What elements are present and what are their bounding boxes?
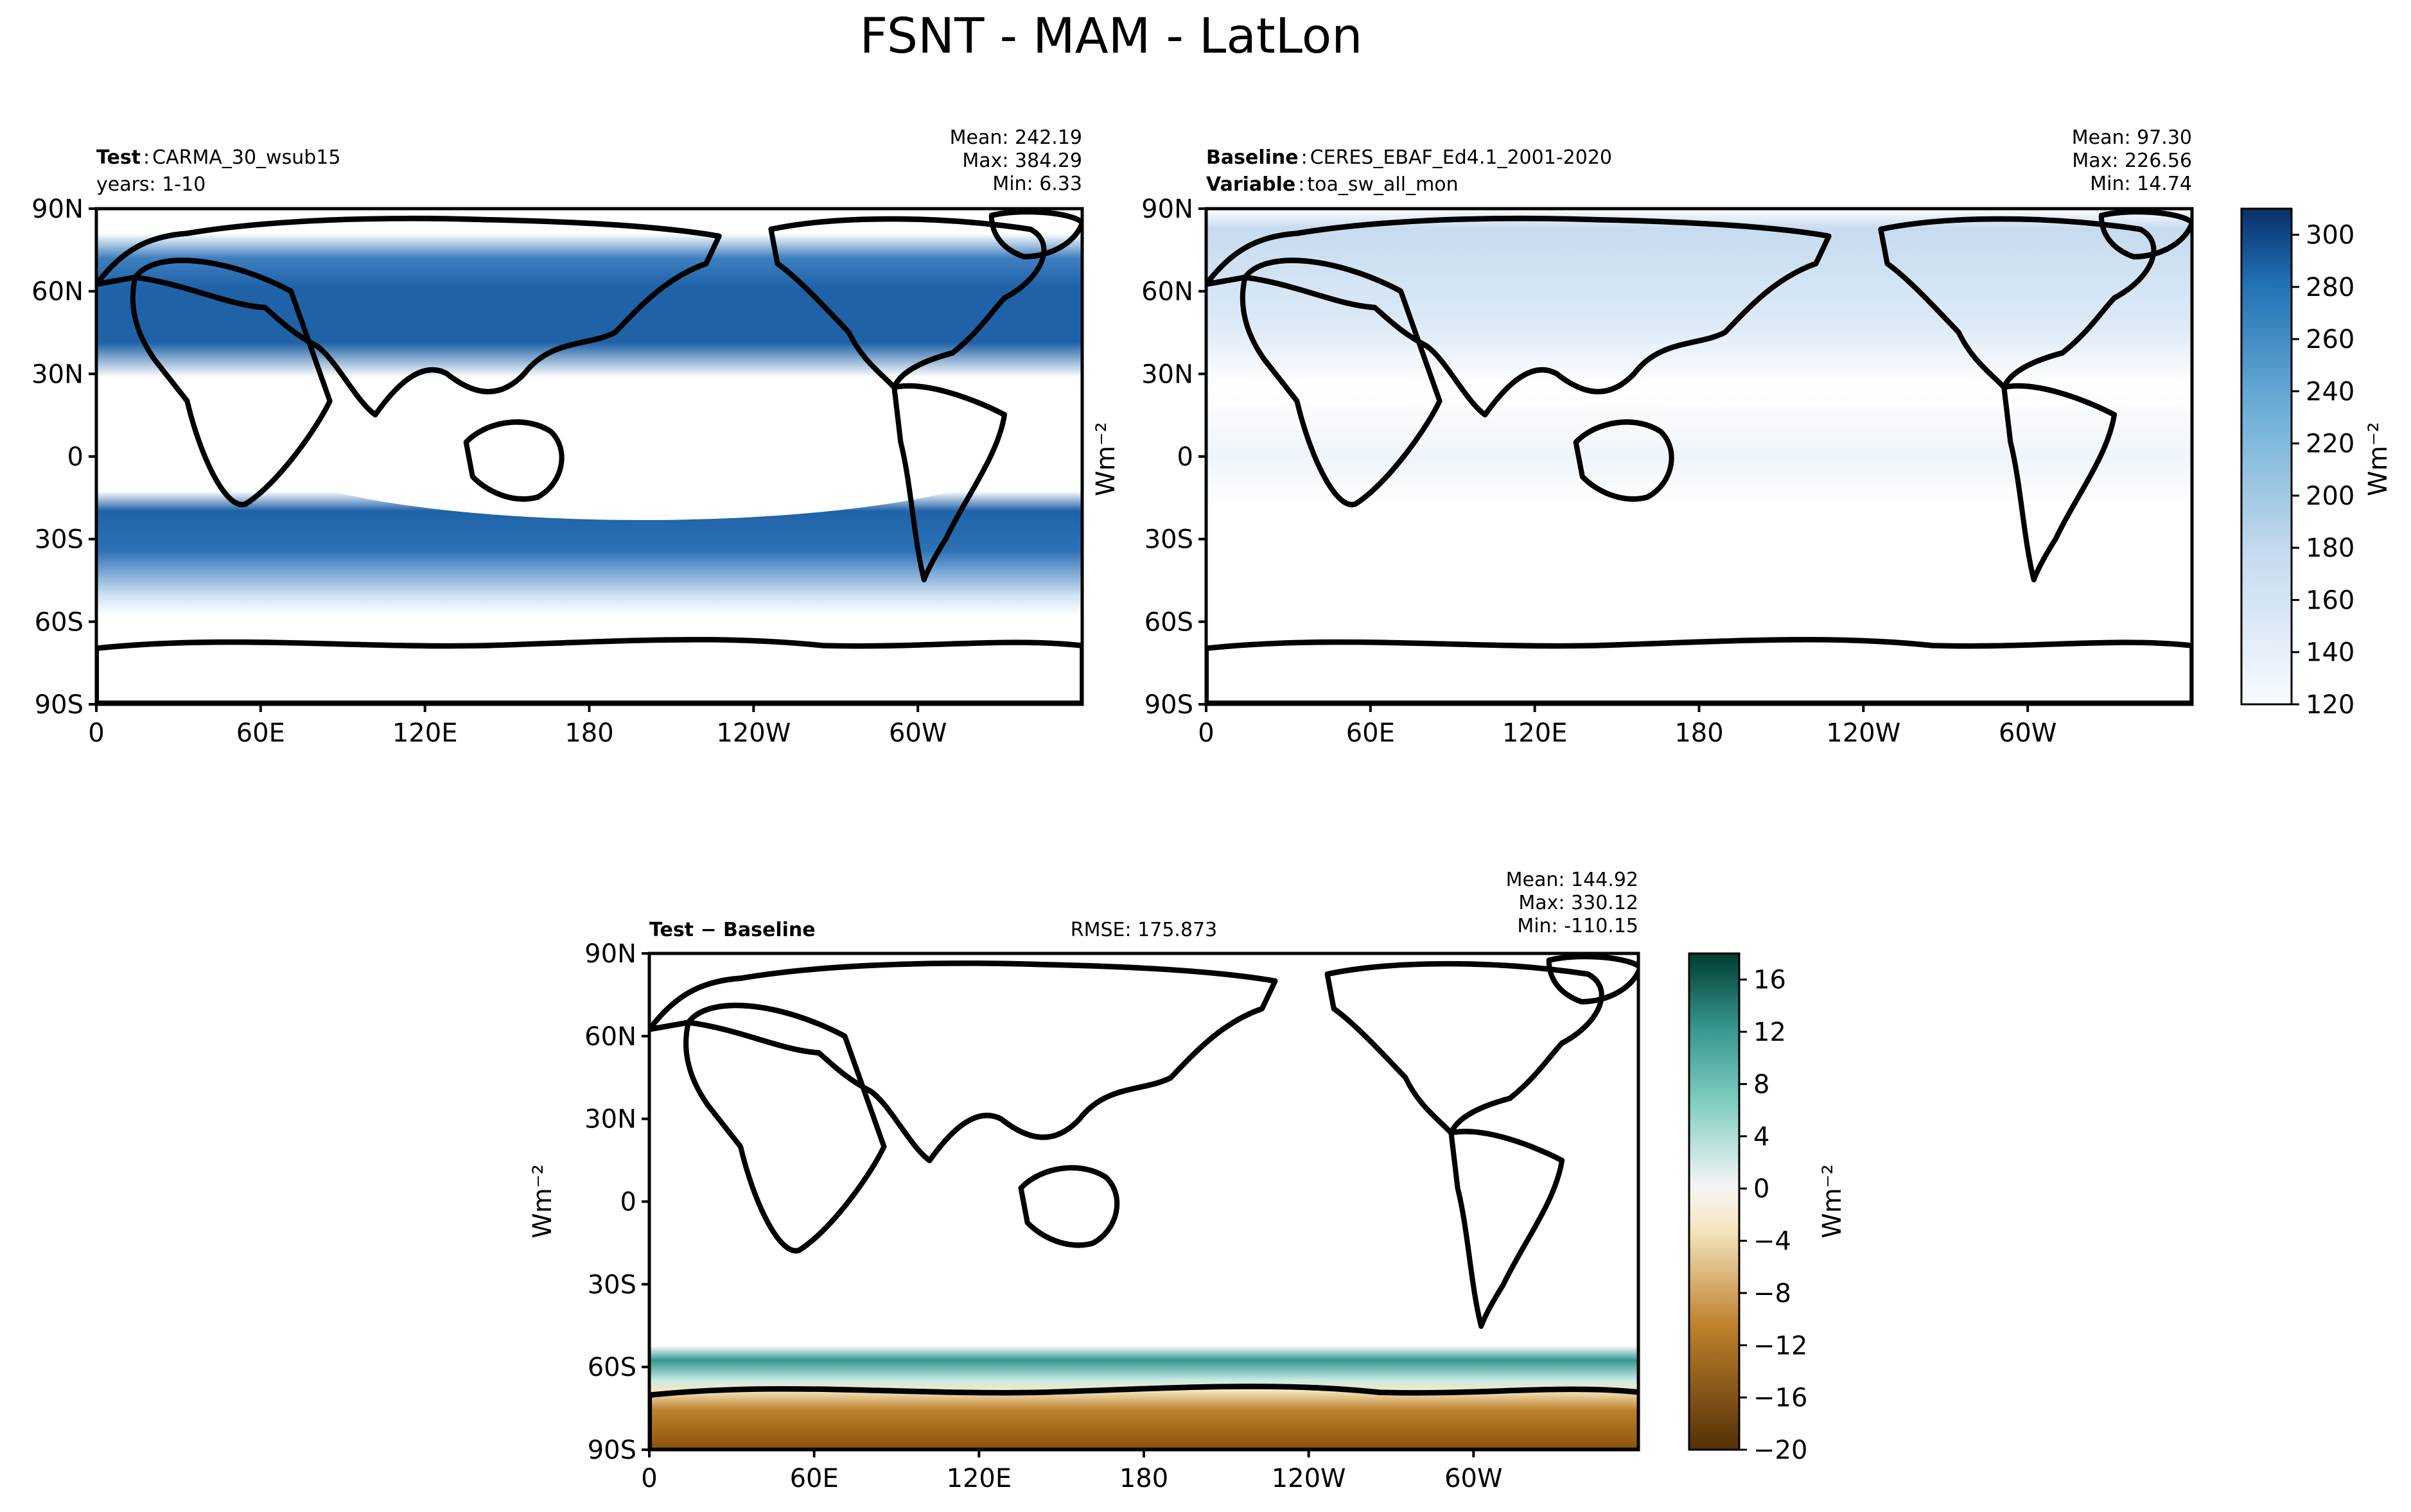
diff-lon-tick-label: 120W (1272, 1464, 1346, 1493)
test-max: Max: 384.29 (962, 150, 1082, 172)
diff-lat-tick-label: 60S (588, 1353, 636, 1382)
baseline-lon-tick-label: 60W (1999, 718, 2056, 748)
colorbar-top-ticks: 300 280 260 240 220 200 180 160 140 120 (2292, 221, 2354, 720)
test-min: Min: 6.33 (992, 173, 1082, 195)
baseline-lat-tick-label: 60N (1141, 277, 1193, 307)
cb-top-tick-label: 300 (2306, 221, 2354, 250)
cb-top-tick-label: 200 (2306, 482, 2354, 511)
cb-bottom-tick-label: 4 (1753, 1122, 1769, 1152)
baseline-lat-tick-label: 30N (1141, 360, 1193, 389)
baseline-map (1206, 209, 2192, 704)
cb-top-tick-label: 220 (2306, 430, 2354, 459)
test-lat-tick-label: 30S (35, 525, 83, 555)
baseline-lat-tick-label: 60S (1144, 607, 1193, 637)
colorbar-top-unit: Wm⁻² (2363, 422, 2393, 496)
cb-bottom-tick-label: −20 (1753, 1436, 1807, 1465)
test-lat-tick-label: 60N (31, 277, 83, 307)
test-lon-tick-label: 60E (236, 718, 285, 748)
baseline-lat-tick-label: 0 (1177, 442, 1193, 472)
test-lon-tick-label: 120W (716, 718, 791, 748)
colorbar-bottom-bar (1688, 952, 1740, 1451)
diff-panel: Test − Baseline RMSE: 175.873 Mean: 144.… (647, 869, 1640, 1452)
diff-label: Test − Baseline (649, 919, 816, 941)
diff-lon-tick-label: 60W (1444, 1464, 1502, 1493)
baseline-mean: Mean: 97.30 (2072, 126, 2192, 149)
test-panel: Test: CARMA_30_wsub15 years: 1-10 Mean: 2… (94, 126, 1084, 706)
baseline-lat-tick-label: 90S (1144, 690, 1193, 720)
baseline-max: Max: 226.56 (2072, 150, 2192, 172)
cb-top-tick-label: 160 (2306, 586, 2354, 615)
cb-bottom-tick-label: −4 (1753, 1227, 1791, 1256)
baseline-panel: Baseline: CERES_EBAF_Ed4.1_2001-2020 Vari… (1204, 126, 2194, 706)
cb-top-tick-label: 260 (2306, 325, 2354, 354)
cb-bottom-tick-label: 12 (1753, 1018, 1786, 1047)
test-lat-tick-label: 90N (31, 195, 83, 224)
baseline-lat-tick-label: 90N (1141, 195, 1193, 224)
baseline-lon-tick-label: 180 (1674, 718, 1723, 748)
cb-top-tick-label: 180 (2306, 534, 2354, 563)
diff-lon-tick-label: 0 (641, 1464, 657, 1493)
diff-mean: Mean: 144.92 (1506, 869, 1638, 891)
diff-lat-tick-label: 90N (584, 939, 636, 969)
test-lon-tick-label: 120E (392, 718, 458, 748)
baseline-label: Baseline: CERES_EBAF_Ed4.1_2001-2020 (1206, 146, 1612, 169)
test-lat-tick-label: 0 (67, 442, 83, 472)
colorbar-bottom: 16 12 8 4 0 −4 −8 −12 −16 −20 Wm⁻² (1688, 952, 1847, 1465)
test-lat-tick-label: 90S (35, 690, 83, 720)
diff-lat-tick-label: 60N (584, 1022, 636, 1052)
test-years: years: 1-10 (96, 173, 206, 196)
diff-min: Min: -110.15 (1517, 915, 1638, 937)
cb-top-tick-label: 240 (2306, 377, 2354, 406)
colorbar-top-bar (2240, 207, 2293, 706)
cb-bottom-tick-label: 16 (1753, 966, 1786, 995)
diff-lon-tick-label: 180 (1119, 1464, 1168, 1493)
test-lat-tick-label: 60S (35, 607, 83, 637)
baseline-lat-tick-label: 30S (1144, 525, 1193, 555)
diff-lat-tick-label: 30S (588, 1270, 636, 1299)
test-label: Test: CARMA_30_wsub15 (96, 146, 340, 169)
cb-top-tick-label: 120 (2306, 690, 2354, 720)
cb-bottom-tick-label: −12 (1753, 1331, 1807, 1360)
test-mean: Mean: 242.19 (950, 126, 1082, 149)
baseline-lon-tick-label: 120W (1826, 718, 1900, 748)
diff-lat-tick-label: 90S (588, 1436, 636, 1465)
diff-lat-tick-label: 30N (584, 1105, 636, 1134)
cb-bottom-tick-label: 8 (1753, 1070, 1769, 1099)
colorbar-bottom-ticks: 16 12 8 4 0 −4 −8 −12 −16 −20 (1739, 966, 1807, 1465)
ylabel-diff: Wm⁻² (528, 1164, 557, 1238)
cb-top-tick-label: 280 (2306, 273, 2354, 302)
diff-lat-tick-label: 0 (620, 1188, 636, 1217)
colorbar-bottom-unit: Wm⁻² (1818, 1164, 1847, 1238)
test-lat-tick-label: 30N (31, 360, 83, 389)
figure-title: FSNT - MAM - LatLon (860, 7, 1363, 64)
diff-lon-tick-label: 60E (790, 1464, 839, 1493)
baseline-variable: Variable: toa_sw_all_mon (1206, 173, 1459, 196)
diff-rmse: RMSE: 175.873 (1071, 919, 1217, 941)
colorbar-top: 300 280 260 240 220 200 180 160 140 120 Wm⁻² (2240, 207, 2393, 720)
diff-max: Max: 330.12 (1518, 892, 1638, 914)
diff-map (649, 953, 1638, 1450)
ylabel-top-mid: Wm⁻² (1091, 422, 1121, 496)
baseline-lon-tick-label: 0 (1198, 718, 1214, 748)
baseline-min: Min: 14.74 (2090, 173, 2192, 195)
test-map (96, 209, 1082, 704)
cb-bottom-tick-label: 0 (1753, 1174, 1769, 1204)
baseline-lon-tick-label: 120E (1502, 718, 1568, 748)
test-lon-tick-label: 0 (88, 718, 104, 748)
baseline-lon-tick-label: 60E (1346, 718, 1395, 748)
cb-bottom-tick-label: −8 (1753, 1279, 1791, 1308)
test-lon-tick-label: 180 (565, 718, 613, 748)
test-lon-tick-label: 60W (889, 718, 947, 748)
cb-top-tick-label: 140 (2306, 638, 2354, 668)
cb-bottom-tick-label: −16 (1753, 1384, 1807, 1413)
diff-lon-tick-label: 120E (947, 1464, 1012, 1493)
